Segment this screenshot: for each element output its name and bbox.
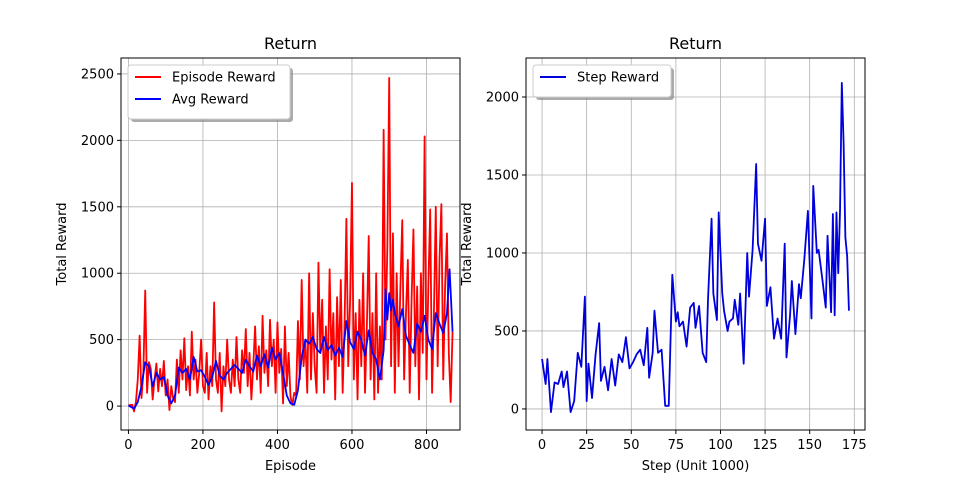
y-tick-label: 1000: [486, 246, 519, 261]
y-tick-label: 2000: [81, 134, 114, 149]
x-axis-label: Step (Unit 1000): [642, 459, 750, 474]
chart-panel-1: 0 200 400 600 800 0 500 1000 1500 2000 2500 Return E…: [55, 34, 461, 474]
chart-title: Return: [264, 34, 317, 53]
legend-box: [127, 64, 291, 120]
x-tick-label: 75: [668, 438, 685, 453]
y-tick-label: 1000: [81, 267, 114, 282]
legend-box: [532, 64, 672, 98]
x-tick-label: 200: [191, 438, 216, 453]
x-tick-label: 150: [797, 438, 822, 453]
x-tick-label: 175: [842, 438, 867, 453]
legend: Step Reward: [532, 64, 674, 100]
x-tick-label: 25: [578, 438, 595, 453]
x-tick-label: 400: [265, 438, 290, 453]
x-tick-label: 0: [124, 438, 132, 453]
y-axis-label: Total Reward: [55, 203, 70, 287]
x-tick-label: 0: [538, 438, 546, 453]
y-tick-label: 2000: [486, 90, 519, 105]
axes-frame: [525, 57, 866, 431]
series-line-1: [541, 82, 850, 413]
y-tick-label: 2500: [81, 67, 114, 82]
x-axis-label: Episode: [265, 459, 316, 474]
y-axis-label: Total Reward: [460, 203, 475, 287]
x-tick-label: 125: [753, 438, 778, 453]
y-tick-label: 500: [494, 324, 519, 339]
axes-frame: [120, 57, 461, 431]
x-tick-label: 100: [708, 438, 733, 453]
y-tick-label: 1500: [486, 168, 519, 183]
series-line-1: [128, 77, 454, 413]
x-tick-label: 600: [340, 438, 365, 453]
y-tick-label: 500: [89, 333, 114, 348]
legend: Episode Reward Avg Reward: [127, 64, 293, 122]
x-tick-label: 50: [623, 438, 640, 453]
y-tick-label: 0: [106, 400, 114, 415]
legend-label: Episode Reward: [172, 71, 276, 86]
series-line-2: [127, 268, 454, 410]
x-tick-label: 800: [414, 438, 439, 453]
chart-title: Return: [669, 34, 722, 53]
chart-panel-2: 0 25 50 75 100 125 150 175 0 500 1000 1500 2000 Retur…: [460, 34, 867, 474]
legend-label: Avg Reward: [172, 93, 249, 108]
legend-label: Step Reward: [577, 71, 659, 86]
y-tick-label: 0: [511, 402, 519, 417]
y-tick-label: 1500: [81, 200, 114, 215]
